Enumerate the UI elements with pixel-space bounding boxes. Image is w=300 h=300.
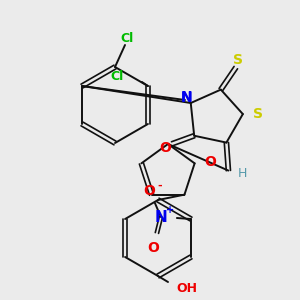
Text: N: N xyxy=(181,91,193,105)
Text: N: N xyxy=(154,209,167,224)
Text: O: O xyxy=(159,141,171,155)
Text: H: H xyxy=(238,167,247,180)
Text: -: - xyxy=(158,181,162,191)
Text: O: O xyxy=(143,184,155,198)
Text: OH: OH xyxy=(176,281,197,295)
Text: Cl: Cl xyxy=(120,32,134,44)
Text: +: + xyxy=(166,205,174,215)
Text: O: O xyxy=(205,155,217,169)
Text: Cl: Cl xyxy=(111,70,124,83)
Text: S: S xyxy=(253,107,263,121)
Text: O: O xyxy=(147,241,159,255)
Text: S: S xyxy=(233,52,243,67)
Text: N: N xyxy=(181,90,193,104)
